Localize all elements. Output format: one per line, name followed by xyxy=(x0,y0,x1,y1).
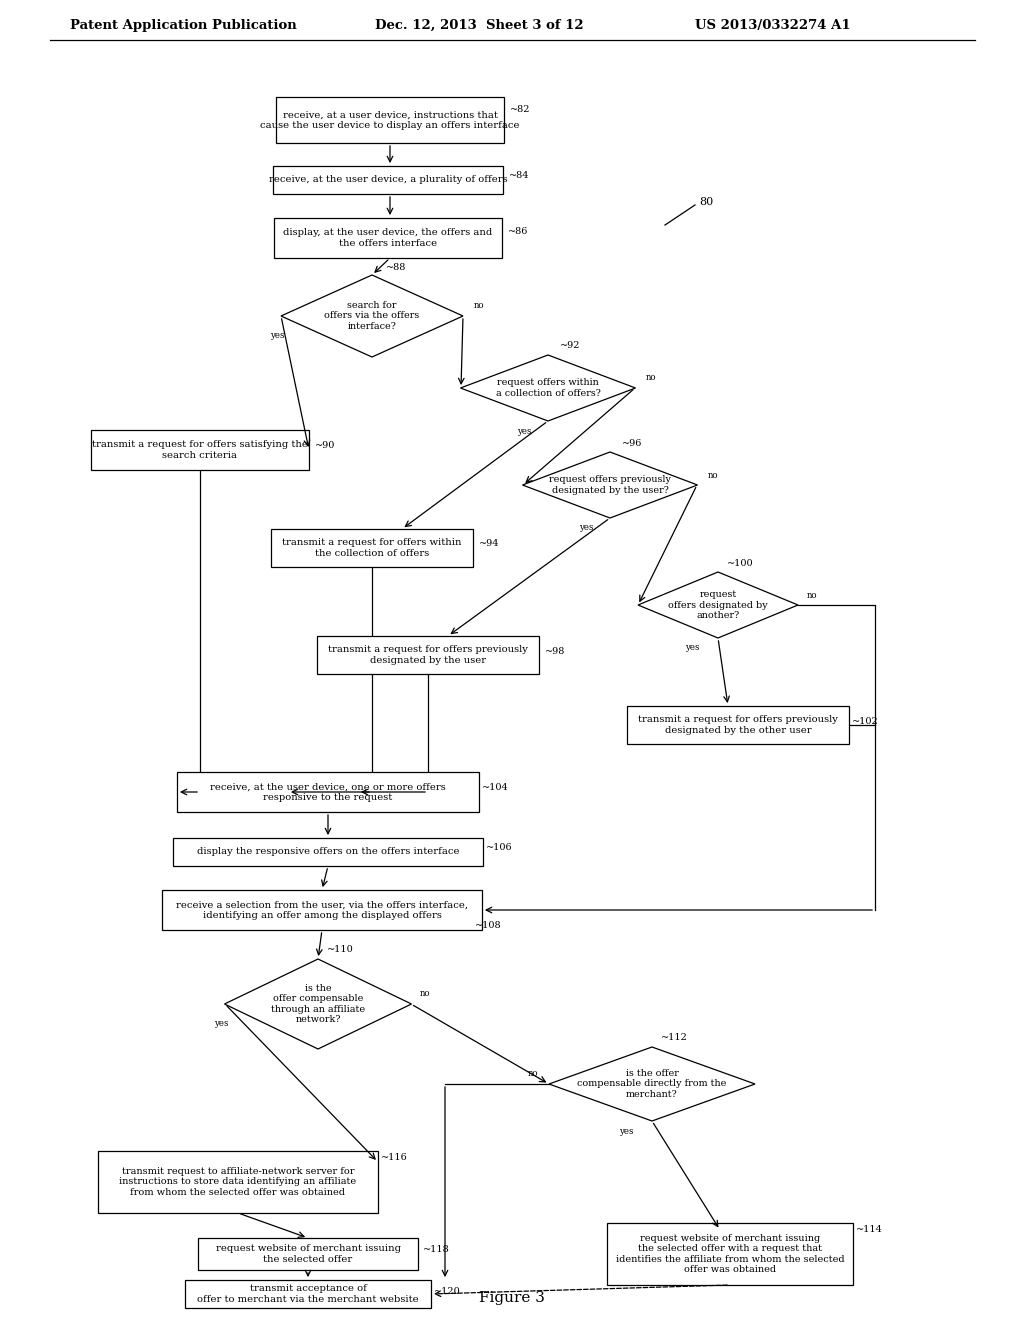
Text: transmit a request for offers previously
designated by the user: transmit a request for offers previously… xyxy=(328,645,528,665)
Text: request offers previously
designated by the user?: request offers previously designated by … xyxy=(549,475,671,495)
Text: display the responsive offers on the offers interface: display the responsive offers on the off… xyxy=(197,847,459,857)
Polygon shape xyxy=(522,451,697,517)
Text: request website of merchant issuing
the selected offer with a request that
ident: request website of merchant issuing the … xyxy=(615,1234,845,1274)
FancyBboxPatch shape xyxy=(317,636,539,675)
FancyBboxPatch shape xyxy=(274,218,502,257)
Polygon shape xyxy=(549,1047,755,1121)
Text: ~110: ~110 xyxy=(327,945,353,954)
Polygon shape xyxy=(224,960,412,1049)
Text: is the
offer compensable
through an affiliate
network?: is the offer compensable through an affi… xyxy=(271,983,366,1024)
Text: ~86: ~86 xyxy=(508,227,528,236)
Text: receive a selection from the user, via the offers interface,
identifying an offe: receive a selection from the user, via t… xyxy=(176,900,468,920)
Text: display, at the user device, the offers and
the offers interface: display, at the user device, the offers … xyxy=(284,228,493,248)
Text: search for
offers via the offers
interface?: search for offers via the offers interfa… xyxy=(325,301,420,331)
Text: transmit a request for offers previously
designated by the other user: transmit a request for offers previously… xyxy=(638,715,838,735)
FancyBboxPatch shape xyxy=(271,529,473,568)
Polygon shape xyxy=(638,572,798,638)
FancyBboxPatch shape xyxy=(273,166,503,194)
Text: receive, at the user device, a plurality of offers: receive, at the user device, a plurality… xyxy=(268,176,507,185)
Text: request website of merchant issuing
the selected offer: request website of merchant issuing the … xyxy=(215,1245,400,1263)
Text: request
offers designated by
another?: request offers designated by another? xyxy=(668,590,768,620)
Text: no: no xyxy=(474,301,484,310)
Polygon shape xyxy=(281,275,463,356)
Text: ~100: ~100 xyxy=(727,558,754,568)
Polygon shape xyxy=(461,355,636,421)
Text: ~114: ~114 xyxy=(856,1225,883,1234)
FancyBboxPatch shape xyxy=(98,1151,378,1213)
Text: US 2013/0332274 A1: US 2013/0332274 A1 xyxy=(695,18,851,32)
Text: yes: yes xyxy=(517,426,531,436)
Text: ~106: ~106 xyxy=(485,843,512,853)
FancyBboxPatch shape xyxy=(276,96,504,143)
Text: yes: yes xyxy=(269,331,285,341)
FancyBboxPatch shape xyxy=(607,1224,853,1284)
Text: ~84: ~84 xyxy=(509,172,529,181)
FancyBboxPatch shape xyxy=(177,772,479,812)
Text: transmit request to affiliate-network server for
instructions to store data iden: transmit request to affiliate-network se… xyxy=(120,1167,356,1197)
Text: ~102: ~102 xyxy=(852,717,879,726)
Text: ~90: ~90 xyxy=(314,441,335,450)
Text: no: no xyxy=(646,374,656,383)
Text: Dec. 12, 2013  Sheet 3 of 12: Dec. 12, 2013 Sheet 3 of 12 xyxy=(375,18,584,32)
Text: ~116: ~116 xyxy=(381,1154,408,1163)
Text: transmit a request for offers within
the collection of offers: transmit a request for offers within the… xyxy=(283,539,462,557)
Text: is the offer
compensable directly from the
merchant?: is the offer compensable directly from t… xyxy=(578,1069,727,1098)
Text: ~108: ~108 xyxy=(475,921,502,931)
Text: ~96: ~96 xyxy=(622,438,642,447)
Text: ~88: ~88 xyxy=(386,263,407,272)
Text: ~112: ~112 xyxy=(660,1034,687,1043)
Text: yes: yes xyxy=(685,644,699,652)
Text: ~118: ~118 xyxy=(423,1246,450,1254)
Text: yes: yes xyxy=(618,1126,633,1135)
Text: ~94: ~94 xyxy=(479,540,500,549)
Text: no: no xyxy=(807,590,817,599)
FancyBboxPatch shape xyxy=(173,838,483,866)
Text: yes: yes xyxy=(214,1019,228,1028)
FancyBboxPatch shape xyxy=(198,1238,418,1270)
Text: receive, at a user device, instructions that
cause the user device to display an: receive, at a user device, instructions … xyxy=(260,111,520,129)
Text: ~92: ~92 xyxy=(560,342,581,351)
Text: 80: 80 xyxy=(698,197,713,207)
Text: transmit a request for offers satisfying the
search criteria: transmit a request for offers satisfying… xyxy=(92,441,308,459)
FancyBboxPatch shape xyxy=(185,1280,431,1308)
FancyBboxPatch shape xyxy=(162,890,482,931)
Text: Figure 3: Figure 3 xyxy=(479,1291,545,1305)
Text: request offers within
a collection of offers?: request offers within a collection of of… xyxy=(496,379,600,397)
Text: no: no xyxy=(708,470,718,479)
Text: no: no xyxy=(420,990,430,998)
Text: ~104: ~104 xyxy=(481,784,508,792)
Text: yes: yes xyxy=(579,524,593,532)
Text: ~98: ~98 xyxy=(545,647,565,656)
FancyBboxPatch shape xyxy=(91,430,309,470)
Text: Patent Application Publication: Patent Application Publication xyxy=(70,18,297,32)
Text: ~82: ~82 xyxy=(510,106,530,115)
Text: no: no xyxy=(527,1069,539,1078)
Text: ~120: ~120 xyxy=(433,1287,461,1296)
Text: transmit acceptance of
offer to merchant via the merchant website: transmit acceptance of offer to merchant… xyxy=(198,1284,419,1304)
Text: receive, at the user device, one or more offers
responsive to the request: receive, at the user device, one or more… xyxy=(210,783,445,801)
FancyBboxPatch shape xyxy=(627,706,849,744)
